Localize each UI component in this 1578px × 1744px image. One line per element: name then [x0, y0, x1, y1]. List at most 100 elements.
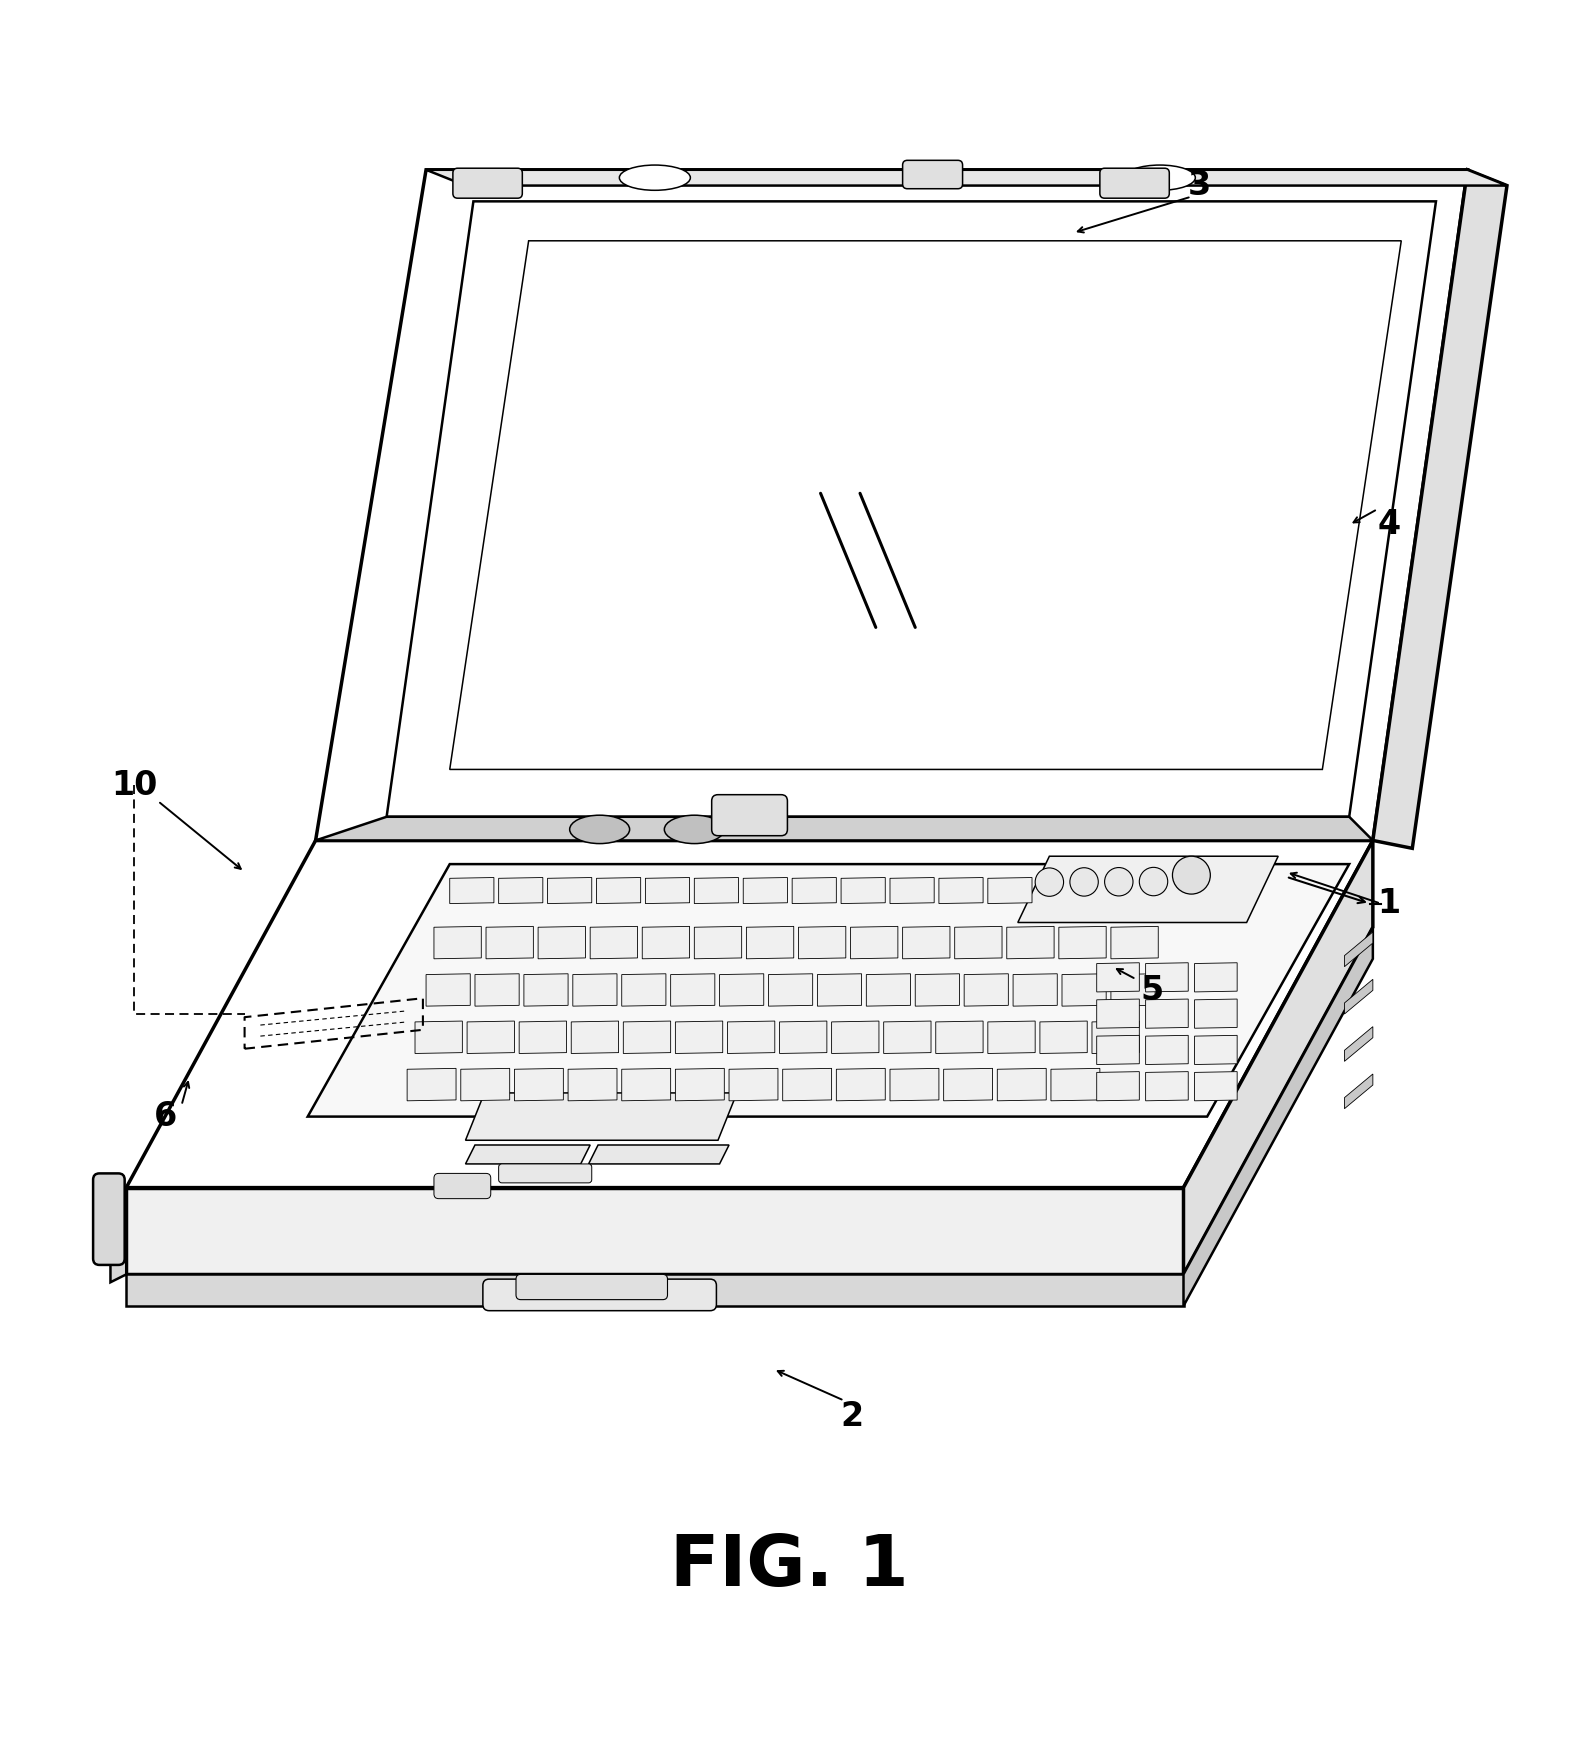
- Polygon shape: [1146, 963, 1188, 992]
- Text: 10: 10: [110, 769, 158, 802]
- Polygon shape: [729, 1069, 778, 1100]
- Polygon shape: [622, 973, 666, 1006]
- Polygon shape: [817, 973, 862, 1006]
- Polygon shape: [467, 1020, 514, 1053]
- Text: 2: 2: [841, 1400, 863, 1434]
- Polygon shape: [1097, 1071, 1139, 1100]
- Polygon shape: [486, 926, 533, 959]
- Polygon shape: [939, 877, 983, 903]
- Polygon shape: [746, 926, 794, 959]
- Polygon shape: [1195, 1036, 1237, 1064]
- Polygon shape: [407, 1069, 456, 1100]
- Polygon shape: [675, 1069, 724, 1100]
- Polygon shape: [1344, 980, 1373, 1013]
- Circle shape: [1139, 867, 1168, 896]
- Circle shape: [1172, 856, 1210, 895]
- Polygon shape: [841, 877, 885, 903]
- Polygon shape: [1013, 973, 1057, 1006]
- Polygon shape: [524, 973, 568, 1006]
- Polygon shape: [1344, 931, 1373, 966]
- FancyBboxPatch shape: [1100, 167, 1169, 199]
- Polygon shape: [589, 1146, 729, 1163]
- Circle shape: [1035, 869, 1064, 896]
- FancyBboxPatch shape: [499, 1163, 592, 1182]
- Polygon shape: [832, 1020, 879, 1053]
- Polygon shape: [903, 926, 950, 959]
- Circle shape: [1070, 869, 1098, 896]
- Polygon shape: [1195, 999, 1237, 1029]
- Polygon shape: [308, 863, 1349, 1116]
- FancyBboxPatch shape: [434, 1174, 491, 1198]
- Polygon shape: [642, 926, 690, 959]
- FancyBboxPatch shape: [104, 1212, 123, 1261]
- Polygon shape: [1051, 1069, 1100, 1100]
- Text: 6: 6: [155, 1100, 177, 1134]
- Polygon shape: [1018, 856, 1278, 923]
- Polygon shape: [836, 1069, 885, 1100]
- Polygon shape: [573, 973, 617, 1006]
- Polygon shape: [1111, 973, 1155, 1006]
- Polygon shape: [1373, 169, 1507, 848]
- Text: 4: 4: [1378, 508, 1400, 541]
- Polygon shape: [316, 816, 1373, 841]
- FancyBboxPatch shape: [483, 1278, 716, 1311]
- Polygon shape: [126, 1188, 1184, 1275]
- Polygon shape: [1195, 963, 1237, 992]
- Polygon shape: [571, 1020, 619, 1053]
- Polygon shape: [1184, 841, 1373, 1275]
- Polygon shape: [475, 973, 519, 1006]
- Text: FIG. 1: FIG. 1: [669, 1531, 909, 1601]
- Polygon shape: [768, 973, 813, 1006]
- Polygon shape: [466, 1093, 737, 1141]
- Polygon shape: [590, 926, 638, 959]
- Polygon shape: [519, 1020, 567, 1053]
- Polygon shape: [461, 1069, 510, 1100]
- Polygon shape: [1040, 1020, 1087, 1053]
- Polygon shape: [1195, 1071, 1237, 1100]
- Polygon shape: [450, 877, 494, 903]
- Polygon shape: [466, 1146, 590, 1163]
- Text: 5: 5: [1141, 973, 1163, 1006]
- Polygon shape: [1146, 999, 1188, 1029]
- Polygon shape: [694, 926, 742, 959]
- Polygon shape: [316, 169, 1468, 841]
- Polygon shape: [499, 877, 543, 903]
- Polygon shape: [1097, 963, 1139, 992]
- Polygon shape: [415, 1020, 462, 1053]
- Polygon shape: [1344, 1074, 1373, 1109]
- Polygon shape: [915, 973, 959, 1006]
- Polygon shape: [997, 1069, 1046, 1100]
- Polygon shape: [783, 1069, 832, 1100]
- Polygon shape: [944, 1069, 993, 1100]
- Polygon shape: [450, 241, 1401, 769]
- Polygon shape: [623, 1020, 671, 1053]
- Polygon shape: [1097, 1036, 1139, 1064]
- Polygon shape: [1007, 926, 1054, 959]
- Polygon shape: [1146, 1071, 1188, 1100]
- FancyBboxPatch shape: [712, 795, 787, 835]
- Polygon shape: [596, 877, 641, 903]
- Ellipse shape: [664, 814, 724, 844]
- Polygon shape: [964, 973, 1008, 1006]
- FancyBboxPatch shape: [903, 160, 963, 188]
- Polygon shape: [514, 1069, 563, 1100]
- Polygon shape: [538, 926, 585, 959]
- Polygon shape: [548, 877, 592, 903]
- Polygon shape: [434, 926, 481, 959]
- Polygon shape: [988, 1020, 1035, 1053]
- Polygon shape: [426, 169, 1507, 185]
- Polygon shape: [1111, 926, 1158, 959]
- Polygon shape: [936, 1020, 983, 1053]
- Polygon shape: [792, 877, 836, 903]
- Polygon shape: [1059, 926, 1106, 959]
- Ellipse shape: [570, 814, 630, 844]
- Polygon shape: [1092, 1020, 1139, 1053]
- Polygon shape: [126, 1275, 1184, 1306]
- Ellipse shape: [619, 166, 691, 190]
- Polygon shape: [675, 1020, 723, 1053]
- Text: 3: 3: [1188, 169, 1210, 202]
- Polygon shape: [851, 926, 898, 959]
- Ellipse shape: [1124, 166, 1196, 190]
- Polygon shape: [780, 1020, 827, 1053]
- Polygon shape: [694, 877, 739, 903]
